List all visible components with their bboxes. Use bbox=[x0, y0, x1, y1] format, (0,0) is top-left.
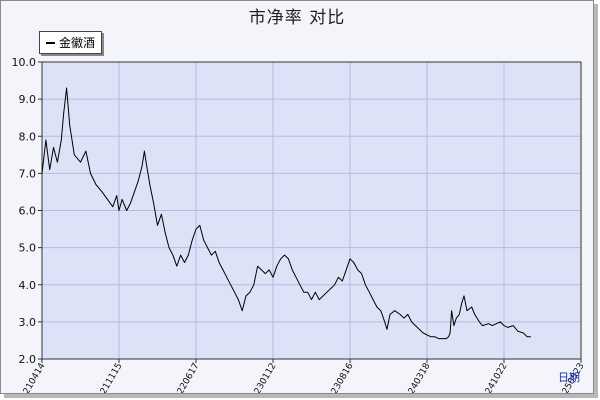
y-tick-label: 6.0 bbox=[19, 205, 37, 218]
y-tick-label: 10.0 bbox=[12, 56, 37, 69]
x-tick-label: 20220617 bbox=[170, 362, 202, 394]
x-tick-label: 20240318 bbox=[401, 361, 433, 393]
x-tick-label: 20230112 bbox=[247, 362, 279, 394]
chart-frame: 市净率 对比 2.0 3.0 4.0 5.0 6.0 7.0 8.0 9.0 10.0 20210… bbox=[0, 0, 594, 394]
y-tick-label: 9.0 bbox=[19, 93, 37, 106]
y-tick-label: 8.0 bbox=[19, 130, 37, 143]
legend-label: 金徽酒 bbox=[59, 36, 96, 50]
chart-title: 市净率 对比 bbox=[248, 8, 346, 28]
x-axis-label: 日期 bbox=[558, 371, 580, 384]
chart-plot: 2.0 3.0 4.0 5.0 6.0 7.0 8.0 9.0 10.0 20210414 2021… bbox=[12, 56, 587, 394]
y-tick-label: 3.0 bbox=[19, 316, 37, 329]
legend-swatch bbox=[46, 41, 55, 44]
x-tick-label: 20241022 bbox=[478, 362, 510, 394]
series-line bbox=[41, 87, 531, 340]
y-tick-label: 7.0 bbox=[19, 167, 37, 180]
x-tick-label: 20211115 bbox=[93, 362, 125, 394]
y-tick-label: 4.0 bbox=[19, 279, 37, 292]
y-tick-label: 5.0 bbox=[19, 242, 37, 255]
x-tick-label: 20210414 bbox=[16, 361, 48, 393]
legend: 金徽酒 bbox=[39, 31, 103, 54]
x-tick-label: 20230816 bbox=[324, 361, 356, 393]
y-tick-label: 2.0 bbox=[19, 353, 37, 366]
